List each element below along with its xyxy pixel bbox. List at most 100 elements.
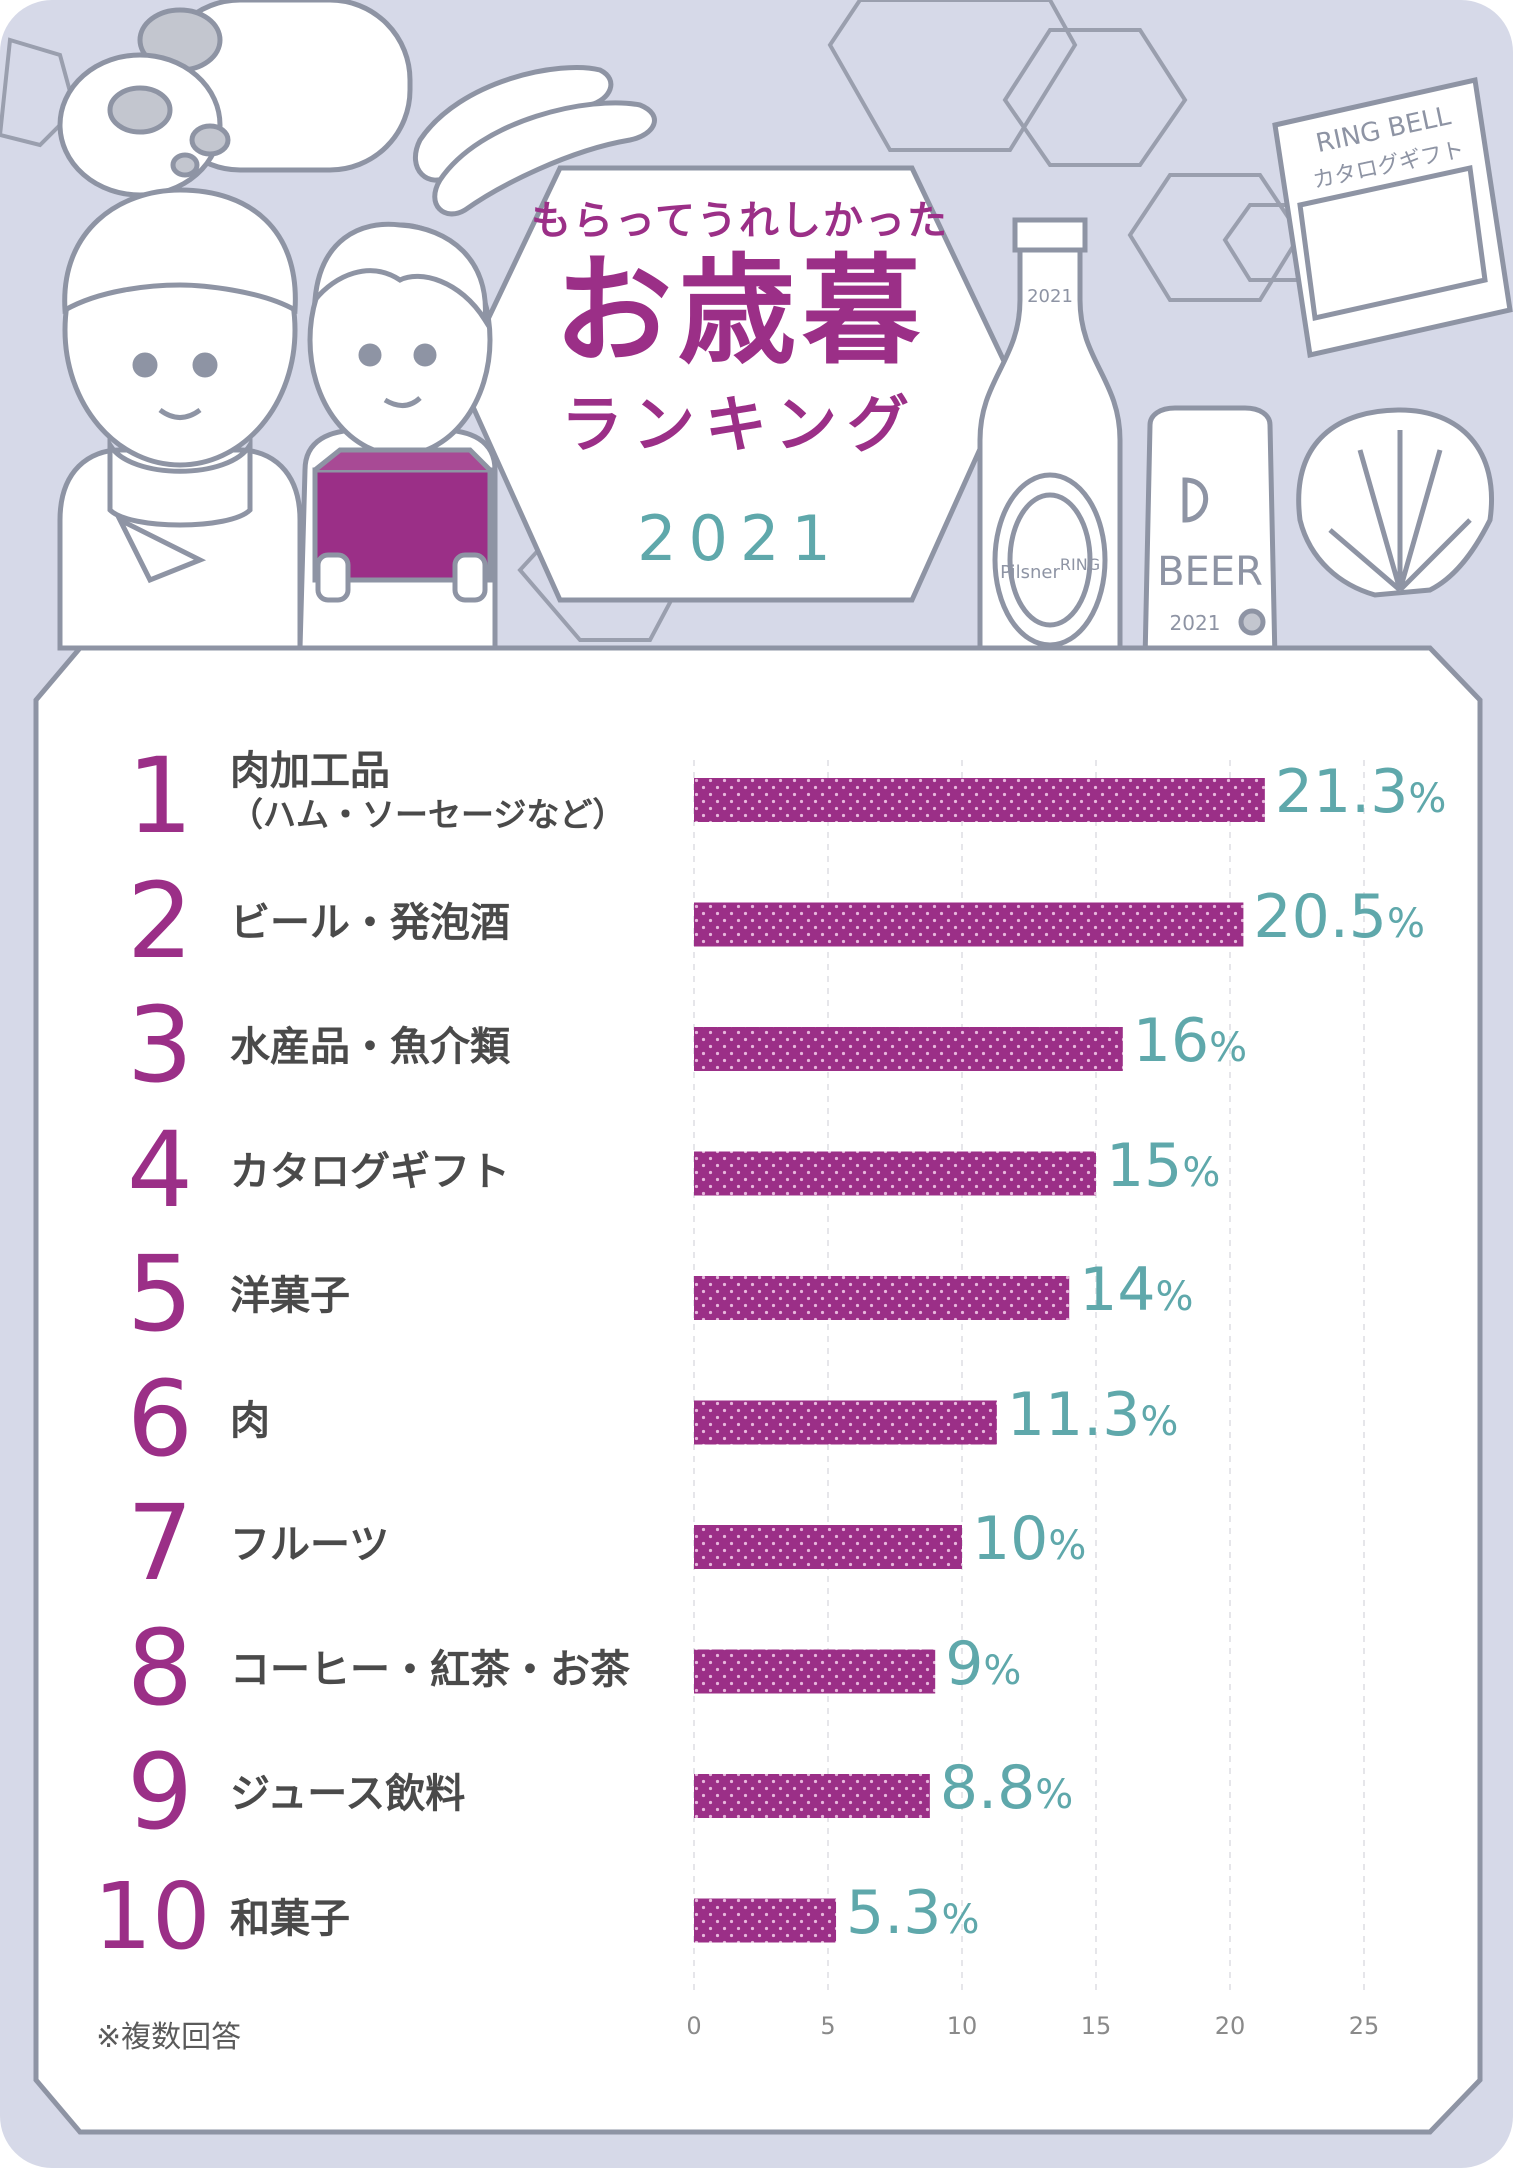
bar-8 bbox=[694, 1649, 936, 1694]
category-label: 肉加工品 （ハム・ソーセージなど） bbox=[230, 748, 670, 834]
x-tick-label: 10 bbox=[946, 2012, 978, 2040]
title-year: 2021 bbox=[637, 502, 843, 575]
chart-panel bbox=[33, 645, 1483, 2135]
hexagon-outline bbox=[0, 37, 78, 148]
bar-2 bbox=[694, 902, 1244, 947]
value-unit: % bbox=[941, 1896, 980, 1943]
title-line1: もらってうれしかった bbox=[531, 198, 949, 244]
rank-number: 6 bbox=[126, 1357, 194, 1480]
hexagon-outline bbox=[827, 0, 1078, 152]
category-name: コーヒー・紅茶・お茶 bbox=[230, 1646, 630, 1693]
value-unit: % bbox=[1140, 1398, 1179, 1445]
rank-number: 5 bbox=[126, 1233, 194, 1355]
sausage-icon bbox=[412, 65, 657, 217]
category-label: ビール・発泡酒 bbox=[230, 900, 670, 946]
bar-1 bbox=[694, 778, 1265, 822]
value-number: 9 bbox=[945, 1628, 984, 1699]
x-tick-label: 15 bbox=[1080, 2012, 1112, 2040]
bottle-label-1: Pilsner bbox=[1000, 562, 1060, 583]
value-unit: % bbox=[983, 1647, 1022, 1694]
value-number: 15 bbox=[1106, 1130, 1183, 1201]
beer-bottle-illustration: 2021 Pilsner RING bbox=[977, 217, 1123, 683]
value-label: 8.8% bbox=[940, 1758, 1073, 1818]
value-label: 21.3% bbox=[1275, 762, 1447, 822]
value-number: 21.3 bbox=[1274, 757, 1409, 827]
can-year: 2021 bbox=[1170, 611, 1221, 635]
bar-5 bbox=[694, 1276, 1070, 1320]
category-name: ジュース飲料 bbox=[230, 1771, 466, 1817]
x-tick-label: 5 bbox=[820, 2012, 836, 2040]
category-label: 肉 bbox=[230, 1398, 670, 1444]
category-name: 肉加工品 bbox=[230, 748, 390, 794]
value-label: 16% bbox=[1133, 1011, 1247, 1071]
rank-number: 7 bbox=[126, 1482, 194, 1604]
category-label: フルーツ bbox=[230, 1522, 670, 1568]
value-unit: % bbox=[1182, 1149, 1221, 1196]
bar-10 bbox=[694, 1898, 837, 1943]
title-line2: ランキング bbox=[560, 388, 920, 461]
category-label: 洋菓子 bbox=[230, 1273, 670, 1319]
category-name: フルーツ bbox=[230, 1522, 390, 1568]
bar-9 bbox=[694, 1774, 930, 1818]
value-label: 10% bbox=[972, 1509, 1086, 1569]
rank-number: 1 bbox=[126, 735, 194, 857]
bar-chart bbox=[693, 760, 1365, 1990]
value-label: 20.5% bbox=[1253, 887, 1425, 947]
category-subtext: （ハム・ソーセージなど） bbox=[230, 795, 626, 834]
rank-number: 2 bbox=[126, 859, 194, 982]
category-name: 洋菓子 bbox=[230, 1273, 350, 1319]
value-number: 8.8 bbox=[939, 1753, 1036, 1823]
value-label: 5.3% bbox=[846, 1883, 979, 1943]
value-number: 5.3 bbox=[846, 1877, 942, 1948]
category-label: 和菓子 bbox=[230, 1896, 670, 1942]
bar-3 bbox=[694, 1027, 1123, 1071]
value-number: 20.5 bbox=[1253, 881, 1387, 952]
value-number: 11.3 bbox=[1006, 1379, 1141, 1450]
value-unit: % bbox=[1048, 1523, 1087, 1569]
man-illustration bbox=[297, 221, 498, 651]
can-text: BEER bbox=[1157, 549, 1263, 595]
category-label: カタログギフト bbox=[230, 1149, 670, 1195]
rank-number: 3 bbox=[126, 984, 194, 1106]
rank-number: 4 bbox=[126, 1108, 194, 1231]
catalog-book-illustration: RING BELL カタログギフト bbox=[1272, 76, 1513, 359]
bar-6 bbox=[694, 1400, 997, 1445]
value-label: 15% bbox=[1106, 1136, 1220, 1196]
bar-4 bbox=[694, 1151, 1096, 1196]
footnote: ※複数回答 bbox=[96, 2020, 242, 2055]
value-number: 14 bbox=[1079, 1255, 1156, 1325]
rank-number: 8 bbox=[126, 1606, 194, 1729]
scallop-shell-icon bbox=[1296, 407, 1494, 598]
bottle-year: 2021 bbox=[1027, 286, 1073, 307]
x-tick-label: 25 bbox=[1348, 2012, 1380, 2040]
category-label: 水産品・魚介類 bbox=[230, 1024, 670, 1070]
ham-icon bbox=[57, 0, 413, 198]
value-unit: % bbox=[1035, 1772, 1074, 1818]
value-number: 10 bbox=[972, 1504, 1049, 1574]
rank-number: 9 bbox=[126, 1731, 194, 1853]
value-unit: % bbox=[1408, 776, 1447, 822]
value-label: 11.3% bbox=[1007, 1385, 1179, 1445]
value-unit: % bbox=[1209, 1025, 1248, 1071]
beer-can-illustration: BEER 2021 bbox=[1142, 405, 1278, 681]
category-label: ジュース飲料 bbox=[230, 1771, 670, 1817]
category-name: 和菓子 bbox=[230, 1895, 350, 1942]
value-unit: % bbox=[1155, 1274, 1194, 1320]
value-label: 9% bbox=[945, 1634, 1021, 1694]
bar-7 bbox=[694, 1525, 962, 1569]
rank-number: 10 bbox=[93, 1862, 211, 1970]
value-unit: % bbox=[1386, 900, 1425, 947]
category-name: 肉 bbox=[230, 1397, 270, 1444]
value-label: 14% bbox=[1079, 1260, 1193, 1320]
woman-illustration bbox=[57, 187, 303, 651]
bottle-label-2: RING bbox=[1060, 555, 1100, 574]
hexagon-outline bbox=[1002, 28, 1188, 167]
x-tick-label: 20 bbox=[1214, 2012, 1246, 2040]
category-name: ビール・発泡酒 bbox=[230, 899, 510, 946]
category-name: カタログギフト bbox=[230, 1148, 510, 1195]
category-label: コーヒー・紅茶・お茶 bbox=[230, 1647, 670, 1693]
title-main: お歳暮 bbox=[553, 242, 926, 380]
value-number: 16 bbox=[1132, 1006, 1210, 1076]
